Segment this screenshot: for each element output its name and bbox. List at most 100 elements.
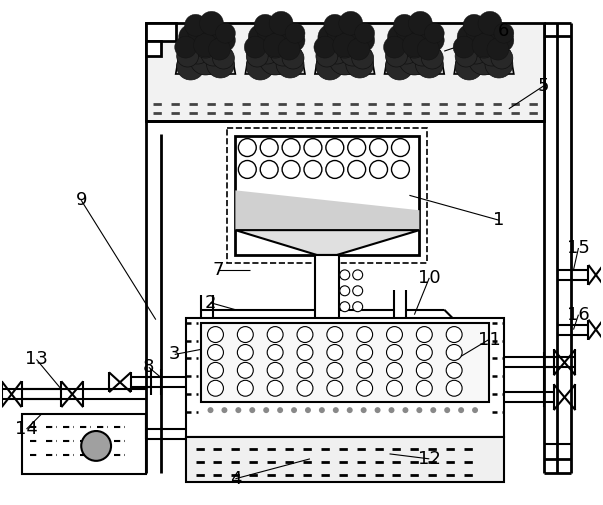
Circle shape xyxy=(267,344,283,361)
Circle shape xyxy=(304,139,322,157)
Circle shape xyxy=(194,33,218,57)
Circle shape xyxy=(238,380,253,396)
Circle shape xyxy=(305,407,311,413)
Bar xyxy=(315,255,339,330)
Polygon shape xyxy=(235,190,419,230)
Circle shape xyxy=(446,380,462,396)
Bar xyxy=(146,23,544,121)
Circle shape xyxy=(177,45,198,67)
Circle shape xyxy=(200,11,224,35)
Circle shape xyxy=(238,327,253,342)
Circle shape xyxy=(409,40,435,66)
Circle shape xyxy=(291,407,297,413)
Text: 2: 2 xyxy=(205,294,216,312)
Bar xyxy=(186,318,504,437)
Circle shape xyxy=(282,139,300,157)
Circle shape xyxy=(351,28,374,52)
Circle shape xyxy=(248,24,274,50)
Circle shape xyxy=(333,34,357,58)
Circle shape xyxy=(282,47,304,69)
Bar xyxy=(22,414,146,474)
Circle shape xyxy=(314,36,336,58)
Text: 11: 11 xyxy=(478,330,500,348)
Circle shape xyxy=(387,363,402,378)
Circle shape xyxy=(339,301,350,312)
Circle shape xyxy=(370,161,388,178)
Circle shape xyxy=(402,407,408,413)
Circle shape xyxy=(402,33,426,57)
Text: 12: 12 xyxy=(418,450,441,468)
Circle shape xyxy=(178,24,204,50)
Circle shape xyxy=(81,431,111,461)
Circle shape xyxy=(472,34,496,58)
Circle shape xyxy=(388,24,414,50)
Circle shape xyxy=(384,36,405,58)
Circle shape xyxy=(409,22,435,48)
Circle shape xyxy=(215,23,235,43)
Circle shape xyxy=(207,327,224,342)
Circle shape xyxy=(388,407,394,413)
Circle shape xyxy=(269,11,293,35)
Circle shape xyxy=(446,327,462,342)
Circle shape xyxy=(324,14,346,36)
Bar xyxy=(227,128,428,263)
Circle shape xyxy=(207,344,224,361)
Circle shape xyxy=(385,52,414,80)
Circle shape xyxy=(316,52,344,80)
Circle shape xyxy=(212,47,235,69)
Circle shape xyxy=(416,344,432,361)
Bar xyxy=(146,23,175,41)
Circle shape xyxy=(339,40,365,66)
Bar xyxy=(146,41,161,56)
Circle shape xyxy=(453,36,475,58)
Circle shape xyxy=(357,380,373,396)
Circle shape xyxy=(319,407,325,413)
Circle shape xyxy=(249,407,255,413)
Circle shape xyxy=(399,43,431,75)
Circle shape xyxy=(189,43,221,75)
Circle shape xyxy=(444,407,450,413)
Circle shape xyxy=(327,327,343,342)
Circle shape xyxy=(318,24,344,50)
Circle shape xyxy=(238,161,256,178)
Circle shape xyxy=(254,38,280,64)
Circle shape xyxy=(394,38,419,64)
Circle shape xyxy=(339,11,362,35)
Circle shape xyxy=(264,34,287,58)
Circle shape xyxy=(353,270,362,280)
Circle shape xyxy=(348,161,365,178)
Circle shape xyxy=(490,28,514,52)
Circle shape xyxy=(466,17,494,45)
Circle shape xyxy=(206,50,235,78)
Circle shape xyxy=(209,38,230,60)
Circle shape xyxy=(277,407,283,413)
Circle shape xyxy=(408,11,432,35)
Circle shape xyxy=(264,33,287,57)
Circle shape xyxy=(391,161,409,178)
Circle shape xyxy=(446,344,462,361)
Text: 15: 15 xyxy=(567,239,590,257)
Circle shape xyxy=(297,380,313,396)
Circle shape xyxy=(387,380,402,396)
Polygon shape xyxy=(175,51,235,74)
Circle shape xyxy=(446,363,462,378)
Circle shape xyxy=(370,139,388,157)
Circle shape xyxy=(416,407,422,413)
Text: 14: 14 xyxy=(15,420,38,438)
Circle shape xyxy=(455,45,477,67)
Circle shape xyxy=(327,344,343,361)
Circle shape xyxy=(479,22,505,48)
Circle shape xyxy=(257,17,285,45)
Polygon shape xyxy=(245,51,305,74)
Circle shape xyxy=(304,161,322,178)
Circle shape xyxy=(207,407,213,413)
Circle shape xyxy=(491,47,513,69)
Circle shape xyxy=(425,23,444,43)
Circle shape xyxy=(324,38,350,64)
Circle shape xyxy=(264,407,269,413)
Circle shape xyxy=(270,40,296,66)
Polygon shape xyxy=(454,51,514,74)
Bar xyxy=(235,136,419,255)
Circle shape xyxy=(333,407,339,413)
Circle shape xyxy=(374,407,380,413)
